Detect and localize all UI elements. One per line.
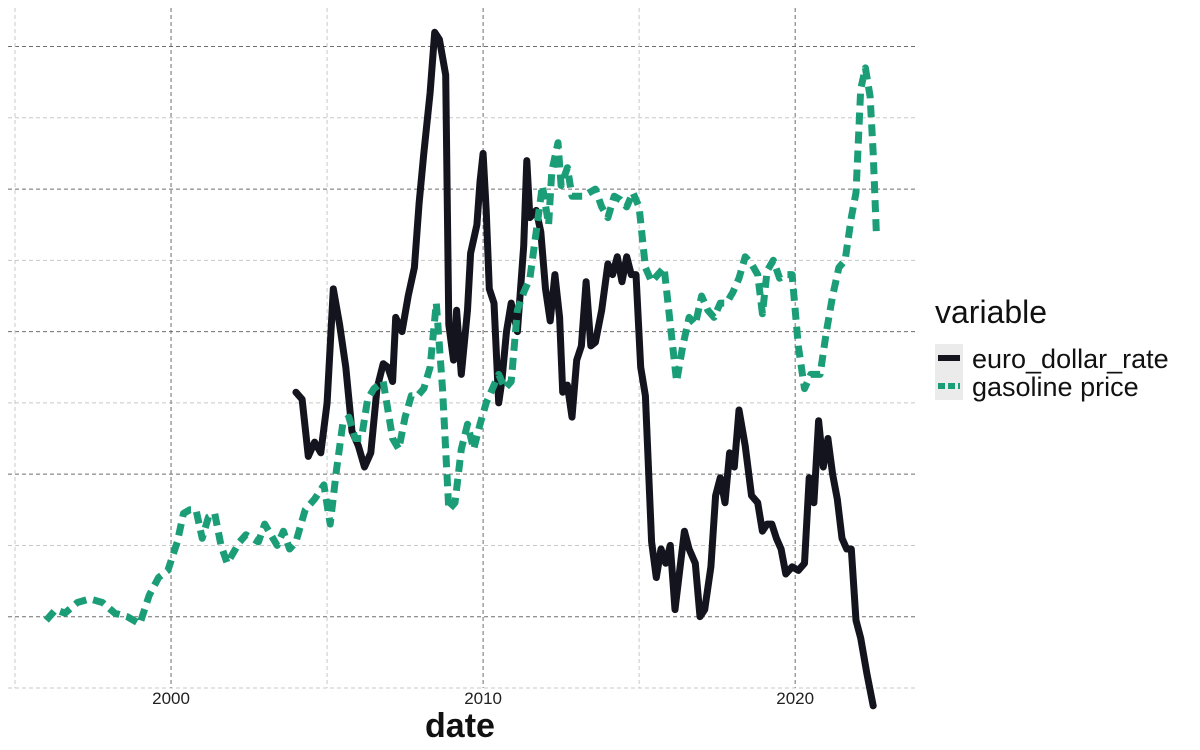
x-tick-label: 2020: [776, 689, 814, 708]
legend-title: variable: [935, 294, 1047, 330]
series-line-euro-dollar-rate: [292, 28, 877, 710]
legend-label-gasoline-price: gasoline price: [972, 372, 1139, 402]
series-lines: [43, 28, 880, 710]
x-tick-label: 2000: [152, 689, 190, 708]
x-axis-ticks: 2000 2010 2020: [152, 689, 814, 708]
x-axis-title: date: [425, 707, 495, 745]
series-line-gasoline-price: [43, 64, 880, 628]
legend: variable euro_dollar_rate gasoline price: [935, 294, 1169, 402]
x-tick-label: 2010: [464, 689, 502, 708]
legend-label-euro-dollar-rate: euro_dollar_rate: [972, 344, 1169, 374]
gridlines: [8, 8, 918, 689]
